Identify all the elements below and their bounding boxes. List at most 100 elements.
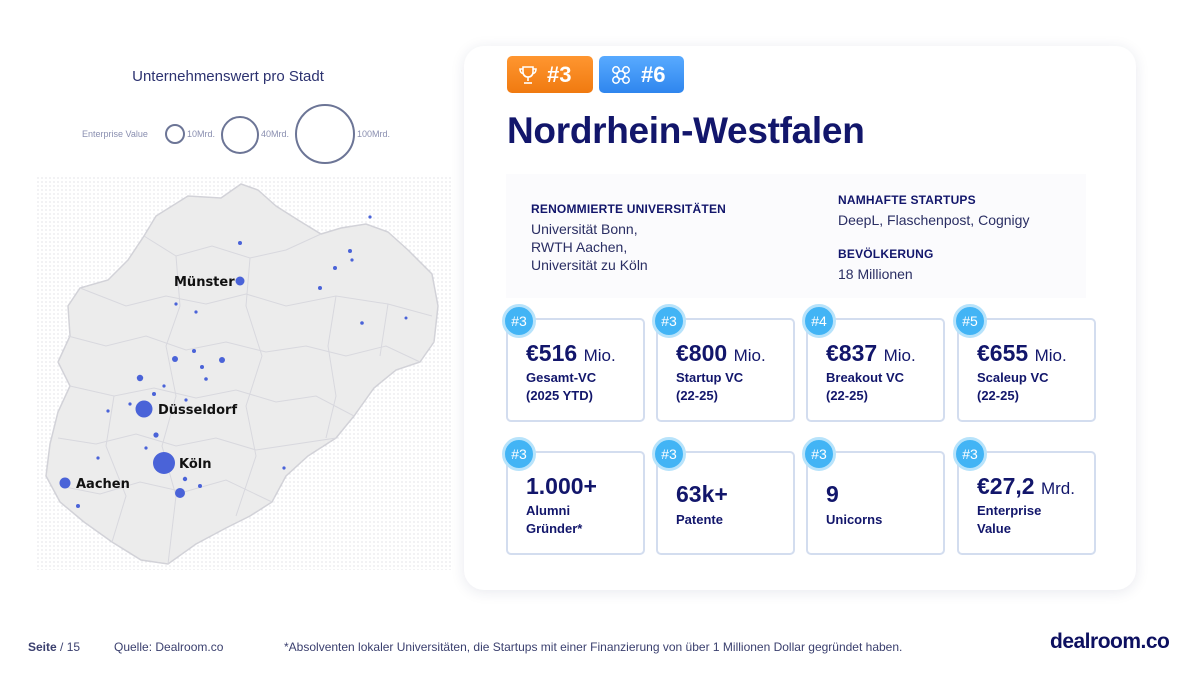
city-dot <box>219 357 225 363</box>
legend-title: Unternehmenswert pro Stadt <box>132 68 324 85</box>
rank-badge-ecosystem: #6 <box>599 56 684 93</box>
footnote: *Absolventen lokaler Universitäten, die … <box>284 640 903 654</box>
legend-label: Enterprise Value <box>82 129 148 139</box>
city-marker-muenster[interactable] <box>235 276 245 286</box>
city-label-aachen: Aachen <box>76 477 130 492</box>
city-dot <box>182 476 188 482</box>
rank-badge-overall: #3 <box>507 56 593 93</box>
kpi-rank-badge: #3 <box>652 304 686 338</box>
city-dot <box>368 215 372 219</box>
city-dot <box>192 349 196 353</box>
kpi-card-patents: #3 63k+ Patente <box>652 437 795 555</box>
kpi-value: €800 Mio. <box>676 340 766 366</box>
city-dot <box>76 504 80 508</box>
city-dot <box>172 356 178 362</box>
universities-heading: RENOMMIERTE UNIVERSITÄTEN <box>531 202 727 216</box>
kpi-rank-badge: #3 <box>802 437 836 471</box>
kpi-rank-badge: #5 <box>953 304 987 338</box>
kpi-card-unicorns: #3 9 Unicorns <box>802 437 945 555</box>
page-total: / 15 <box>60 640 81 654</box>
kpi-value: 9 <box>826 481 839 507</box>
startups-heading: NAMHAFTE STARTUPS <box>838 193 976 207</box>
network-icon <box>609 64 633 86</box>
map-svg: Münster Düsseldorf Köln Aachen <box>36 176 452 570</box>
kpi-label: Alumni Gründer* <box>526 503 583 536</box>
city-label-duesseldorf: Düsseldorf <box>158 403 237 418</box>
kpi-unit: Mio. <box>1034 346 1067 365</box>
kpi-label: Startup VC (22-25) <box>676 370 744 403</box>
kpi-label: Patente <box>676 512 723 527</box>
university-line: RWTH Aachen, <box>531 239 628 255</box>
kpi-label: Gesamt-VC (2025 YTD) <box>526 370 597 403</box>
dealroom-logo[interactable]: dealroom.co <box>1050 630 1170 653</box>
region-card: #3 #6 Nordrhein-Westfalen RENOMMIERTE UN… <box>464 46 1136 590</box>
kpi-rank-badge: #4 <box>802 304 836 338</box>
kpi-value: €27,2 Mrd. <box>977 473 1075 499</box>
source-note: Quelle: Dealroom.co <box>114 640 224 654</box>
legend-size-large: 100Mrd. <box>357 129 391 139</box>
region-facts: RENOMMIERTE UNIVERSITÄTEN Universität Bo… <box>506 174 1086 298</box>
kpi-value: €837 Mio. <box>826 340 916 366</box>
city-dot <box>360 321 364 325</box>
city-marker-duesseldorf[interactable] <box>135 400 153 418</box>
population-heading: BEVÖLKERUNG <box>838 247 934 261</box>
kpi-rank-badge: #3 <box>652 437 686 471</box>
city-dot <box>238 241 242 245</box>
city-dot <box>333 266 337 270</box>
kpi-unit: Mio. <box>733 346 766 365</box>
kpi-label: Unicorns <box>826 512 883 527</box>
city-dot <box>174 302 178 306</box>
kpi-value: 63k+ <box>676 481 728 507</box>
kpi-unit: Mio. <box>883 346 916 365</box>
badge-ecosystem-label: #6 <box>641 61 666 87</box>
city-dot <box>348 249 352 253</box>
city-dot <box>128 402 132 406</box>
badge-overall-label: #3 <box>547 61 572 87</box>
city-dot <box>318 286 322 290</box>
city-dot <box>153 432 159 438</box>
kpi-value: €655 Mio. <box>977 340 1067 366</box>
city-dot <box>282 466 286 470</box>
city-dot <box>200 365 204 369</box>
page-indicator: Seite / 15 <box>28 640 80 654</box>
small-city-dots <box>76 215 408 508</box>
city-dot <box>175 488 185 498</box>
city-dot <box>184 398 188 402</box>
city-dot <box>96 456 100 460</box>
kpi-label: Scaleup VC (22-25) <box>977 370 1049 403</box>
kpi-card-breakout-vc: #4 €837 Mio. Breakout VC (22-25) <box>802 304 945 422</box>
legend-size-small: 10Mrd. <box>187 129 216 139</box>
kpi-rank-badge: #3 <box>502 304 536 338</box>
region-title: Nordrhein-Westfalen <box>507 110 865 151</box>
kpi-rank-badge: #3 <box>953 437 987 471</box>
legend-circle-medium <box>221 116 259 154</box>
legend-circle-large <box>295 104 355 164</box>
city-dot <box>404 316 408 320</box>
city-dot <box>152 392 156 396</box>
kpi-unit: Mrd. <box>1040 479 1075 498</box>
city-dot <box>194 310 198 314</box>
kpi-value: €516 Mio. <box>526 340 616 366</box>
city-dot <box>144 446 148 450</box>
startups-value: DeepL, Flaschenpost, Cognigy <box>838 212 1030 228</box>
city-dot <box>162 384 166 388</box>
city-label-muenster: Münster <box>174 275 235 290</box>
population-value: 18 Millionen <box>838 266 913 282</box>
kpi-label: Enterprise Value <box>977 503 1042 536</box>
legend-size-medium: 40Mrd. <box>261 129 290 139</box>
city-dot <box>204 377 208 381</box>
district-borders <box>57 233 433 565</box>
city-marker-koeln[interactable] <box>153 452 175 474</box>
city-marker-aachen[interactable] <box>59 477 71 489</box>
university-line: Universität Bonn, <box>531 221 638 237</box>
kpi-card-startup-vc: #3 €800 Mio. Startup VC (22-25) <box>652 304 795 422</box>
kpi-unit: Mio. <box>583 346 616 365</box>
legend-circle-small <box>165 124 185 144</box>
kpi-card-gesamt-vc: #3 €516 Mio. Gesamt-VC (2025 YTD) <box>502 304 645 422</box>
major-city-markers: Münster Düsseldorf Köln Aachen <box>59 275 245 492</box>
city-dot <box>136 374 144 382</box>
kpi-rank-badge: #3 <box>502 437 536 471</box>
page-label: Seite <box>28 640 57 654</box>
kpi-card-enterprise-value: #3 €27,2 Mrd. Enterprise Value <box>953 437 1096 555</box>
kpi-label: Breakout VC (22-25) <box>826 370 905 403</box>
